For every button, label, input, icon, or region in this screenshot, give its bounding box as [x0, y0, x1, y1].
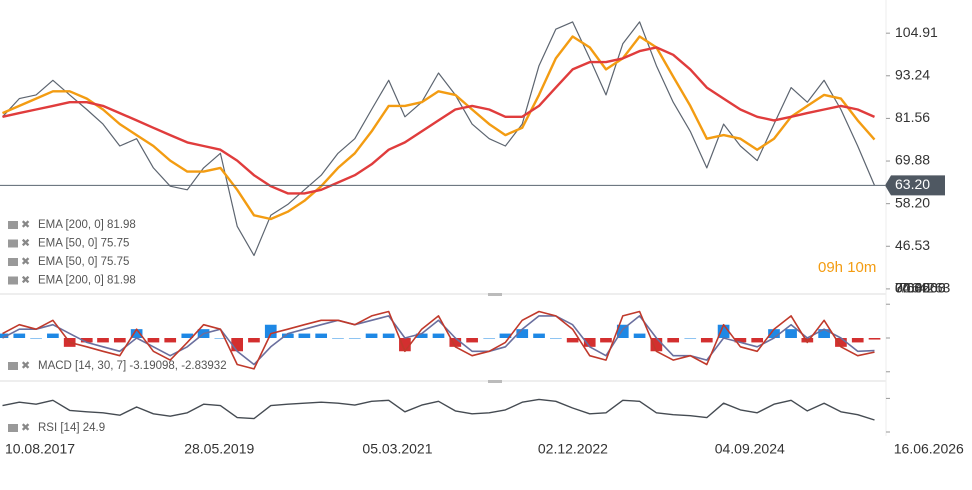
legend-entry: EMA [50, 0] 75.75: [38, 238, 129, 250]
legend-entry: EMA [200, 0] 81.98: [38, 275, 136, 287]
histogram-bar: [231, 338, 244, 352]
histogram-bar: [717, 324, 730, 338]
histogram-bar: [298, 333, 311, 338]
legend-menu-icon[interactable]: [8, 424, 18, 432]
histogram-bar: [365, 333, 378, 338]
histogram-bar: [147, 338, 160, 343]
histogram-bar: [533, 333, 545, 338]
histogram-bar: [248, 338, 260, 343]
legend-entry: EMA [50, 0] 75.75: [38, 256, 129, 268]
histogram-bar: [734, 338, 747, 343]
y-tick-label: 81.56: [895, 109, 930, 125]
histogram-bar: [868, 338, 881, 340]
y-tick-label: 58.20: [895, 194, 930, 210]
histogram-bar: [13, 333, 26, 338]
legend-close-icon: ✖: [21, 237, 30, 249]
histogram-bar: [315, 333, 328, 338]
x-tick-label: 04.09.2024: [715, 441, 785, 457]
histogram-bar: [684, 338, 697, 339]
histogram-bar: [768, 329, 780, 338]
histogram-bar: [483, 338, 496, 339]
histogram-bar: [566, 338, 579, 343]
y-tick-label: 93.24: [895, 66, 930, 82]
histogram-bar: [449, 338, 462, 347]
line-series: [2, 35, 876, 221]
histogram-bar: [650, 338, 663, 352]
legend-entry: EMA [200, 0] 81.98: [38, 219, 136, 231]
last-price-label: 63.20: [895, 176, 930, 192]
line-series: [2, 310, 875, 370]
histogram-bar: [667, 338, 680, 343]
line-series: [2, 398, 875, 421]
legend-menu-icon[interactable]: [8, 221, 18, 229]
histogram-bar: [281, 333, 294, 338]
legend-entry: MACD [14, 30, 7] -3.19098, -2.83932: [38, 360, 227, 372]
histogram-bar: [382, 333, 395, 338]
x-tick-label: 16.06.2026: [894, 441, 964, 457]
histogram-bar: [801, 338, 814, 343]
histogram-bar: [633, 333, 646, 338]
histogram-bar: [818, 329, 830, 338]
last-price-badge: [885, 175, 945, 196]
histogram-bar: [80, 338, 93, 343]
histogram-bar: [700, 338, 713, 343]
line-series: [2, 46, 875, 195]
y-tick-label: 34.85: [895, 280, 930, 296]
histogram-bar: [550, 338, 562, 339]
legend-close-icon: ✖: [21, 256, 30, 268]
y-tick-label: 69.88: [895, 152, 930, 168]
histogram-bar: [164, 338, 177, 343]
histogram-bar: [399, 338, 411, 352]
y-tick-label: 104.91: [895, 24, 938, 40]
histogram-bar: [432, 333, 445, 338]
histogram-bar: [348, 338, 361, 339]
histogram-bar: [616, 324, 629, 338]
legend-menu-icon[interactable]: [8, 239, 18, 248]
resize-handle[interactable]: [488, 293, 502, 296]
x-tick-label: 10.08.2017: [5, 441, 75, 457]
x-tick-label: 02.12.2022: [538, 441, 608, 457]
y-tick-label: 0.0: [895, 280, 915, 296]
histogram-bar: [499, 333, 512, 338]
y-tick-label: 0.00000: [895, 280, 946, 296]
histogram-bar: [30, 338, 42, 339]
y-tick-label: 70.0: [895, 280, 922, 296]
histogram-bar: [516, 329, 529, 338]
histogram-bar: [181, 333, 194, 338]
histogram-bar: [415, 333, 428, 338]
histogram-bar: [97, 338, 109, 343]
histogram-bar: [785, 329, 797, 338]
legend-close-icon: ✖: [21, 422, 30, 434]
histogram-bar: [264, 324, 277, 338]
legend-close-icon: ✖: [21, 274, 30, 286]
legend-menu-icon[interactable]: [8, 276, 18, 285]
legend-close-icon: ✖: [21, 360, 30, 372]
histogram-bar: [835, 338, 847, 347]
y-tick-label: 7.64263: [895, 280, 946, 296]
histogram-bar: [583, 338, 596, 347]
histogram-bar: [751, 338, 764, 343]
legend-menu-icon[interactable]: [8, 258, 18, 266]
legend-menu-icon[interactable]: [8, 362, 18, 370]
y-tick-label: -7.64263: [895, 280, 950, 296]
histogram-bar: [0, 333, 9, 338]
histogram-bar: [332, 338, 344, 339]
countdown: 09h 10m: [818, 259, 876, 276]
legend-entry: RSI [14] 24.9: [38, 422, 105, 434]
histogram-bar: [214, 338, 227, 339]
histogram-bar: [47, 333, 59, 338]
x-tick-label: 05.03.2021: [362, 441, 432, 457]
histogram-bar: [851, 338, 864, 343]
x-tick-label: 28.05.2019: [184, 441, 254, 457]
legend-close-icon: ✖: [21, 219, 30, 231]
histogram-bar: [466, 338, 478, 343]
histogram-bar: [600, 338, 612, 343]
y-tick-label: 46.53: [895, 237, 930, 253]
histogram-bar: [113, 338, 126, 343]
line-series: [2, 21, 876, 257]
histogram-bar: [130, 329, 143, 338]
resize-handle[interactable]: [488, 380, 502, 383]
